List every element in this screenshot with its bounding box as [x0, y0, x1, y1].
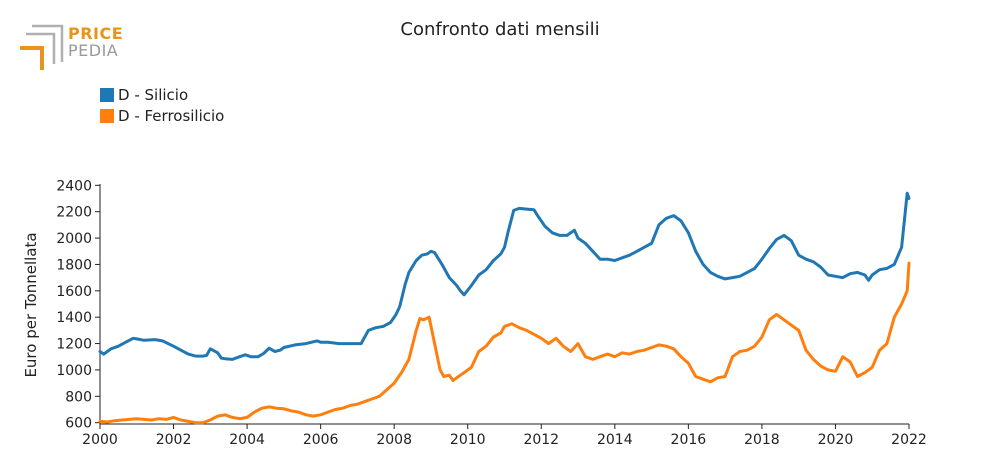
- legend-label-ferrosilicio: D - Ferrosilicio: [118, 106, 225, 125]
- x-tick-label: 2012: [523, 432, 559, 448]
- x-tick-label: 2016: [671, 432, 707, 448]
- legend-label-silicio: D - Silicio: [118, 85, 189, 104]
- x-tick-label: 2004: [229, 432, 265, 448]
- x-axis-ticks: 2000 2002 2004 2006 2008 2010 2012 2014 2016 2018…: [82, 424, 927, 448]
- y-axis-label: Euro per Tonnellata: [22, 232, 40, 377]
- chart-legend: D - Silicio D - Ferrosilicio: [100, 84, 224, 126]
- legend-swatch-ferrosilicio: [100, 108, 114, 123]
- pricepedia-logo: PRICE PEDIA: [18, 24, 128, 74]
- legend-item-ferrosilicio[interactable]: D - Ferrosilicio: [100, 105, 224, 126]
- x-tick-label: 2000: [82, 432, 118, 448]
- y-tick-label: 2200: [56, 205, 92, 221]
- x-tick-label: 2002: [156, 432, 192, 448]
- y-tick-label: 600: [65, 416, 92, 432]
- y-tick-label: 2400: [56, 178, 92, 194]
- y-tick-label: 1800: [56, 257, 92, 273]
- y-tick-label: 2000: [56, 231, 92, 247]
- series-line-silicio[interactable]: [98, 191, 911, 361]
- series-layer: [98, 191, 911, 425]
- x-tick-label: 2006: [303, 432, 339, 448]
- x-tick-label: 2014: [597, 432, 633, 448]
- series-line-ferrosilicio[interactable]: [98, 261, 911, 425]
- logo-text-price: PRICE: [68, 24, 124, 43]
- y-axis-ticks: 600 800 1000 1200 1400 1600 1800 2000 2200 2400: [56, 178, 100, 432]
- y-tick-label: 1600: [56, 284, 92, 300]
- legend-swatch-silicio: [100, 87, 114, 102]
- chart-title: Confronto dati mensili: [400, 19, 599, 40]
- y-tick-label: 1000: [56, 363, 92, 379]
- legend-item-silicio[interactable]: D - Silicio: [100, 84, 224, 105]
- x-tick-label: 2010: [450, 432, 486, 448]
- x-tick-label: 2022: [891, 432, 927, 448]
- y-tick-label: 1200: [56, 337, 92, 353]
- x-tick-label: 2020: [818, 432, 854, 448]
- y-tick-label: 800: [65, 389, 92, 405]
- y-tick-label: 1400: [56, 310, 92, 326]
- logo-text-pedia: PEDIA: [68, 41, 119, 60]
- x-tick-label: 2008: [376, 432, 412, 448]
- logo-mark-icon: [20, 24, 64, 70]
- x-tick-label: 2018: [744, 432, 780, 448]
